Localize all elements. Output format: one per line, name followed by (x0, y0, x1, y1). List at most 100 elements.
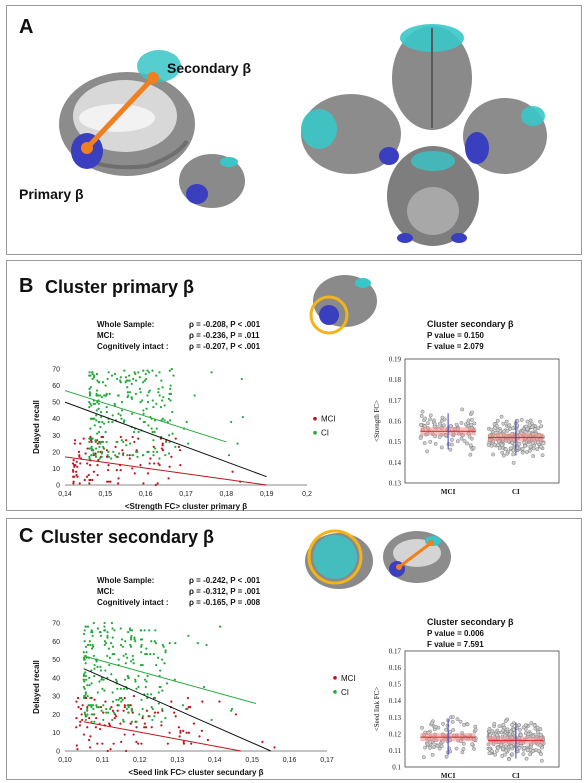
mci-point (185, 731, 188, 734)
ci-point (88, 440, 91, 444)
ci-point (88, 455, 91, 458)
ci-point (134, 379, 138, 382)
mci-point (75, 700, 78, 703)
ci-point (90, 445, 93, 448)
whole-fit-line (64, 401, 267, 478)
mci-point (76, 748, 79, 751)
ci-point (88, 392, 92, 395)
ci-point (120, 417, 123, 420)
ci-point (117, 704, 120, 707)
data-point (509, 744, 514, 749)
data-point (536, 426, 541, 431)
ci-point (108, 392, 111, 395)
ci-point (136, 455, 139, 458)
data-point (487, 751, 492, 756)
mci-point (234, 713, 238, 716)
ci-point (144, 685, 147, 689)
data-point (525, 419, 530, 424)
ci-point (147, 424, 150, 427)
ci-point (119, 381, 122, 384)
data-point (502, 752, 507, 757)
ci-point (119, 687, 122, 690)
data-point (496, 745, 501, 750)
ci-point (91, 449, 95, 452)
panel-c-box-stats: Cluster secondary β P value = 0.006 F va… (427, 617, 514, 650)
ci-point (230, 707, 234, 711)
ci-point (95, 389, 99, 392)
data-point (528, 448, 532, 453)
data-point (462, 722, 466, 727)
data-point (437, 746, 442, 751)
ci-point (130, 720, 134, 723)
ci-point (88, 437, 91, 440)
ci-point (107, 647, 111, 650)
data-point (442, 423, 446, 428)
mci-point (154, 483, 157, 487)
data-point (468, 443, 473, 448)
mci-point (89, 735, 92, 738)
mci-point (174, 715, 177, 718)
box-p: P value = 0.150 (427, 331, 485, 340)
mci-point (135, 740, 138, 743)
ci-point (101, 420, 104, 424)
ci-point (130, 707, 133, 711)
ci-point (164, 454, 167, 457)
data-point (470, 410, 474, 415)
ci-point (145, 407, 148, 410)
ci-point (85, 715, 88, 718)
data-point (493, 426, 498, 430)
ci-point (152, 454, 155, 457)
ci-point (142, 381, 145, 384)
ci-point (111, 645, 115, 648)
data-point (487, 726, 492, 731)
mci-point (178, 449, 182, 452)
ci-point (161, 386, 164, 389)
ci-point (126, 454, 129, 457)
data-point (517, 727, 522, 732)
ci-point (89, 402, 92, 405)
data-point (532, 723, 537, 728)
data-point (449, 442, 454, 447)
brain-top-view (392, 24, 472, 130)
data-point (523, 443, 527, 448)
mci-point (201, 700, 204, 703)
data-point (427, 740, 432, 745)
ci-point (161, 689, 164, 692)
ci-point (95, 660, 98, 663)
stats-row: MCI: ρ = -0.236, P = .011 (97, 331, 260, 340)
mci-point (77, 706, 80, 709)
ci-point (107, 450, 110, 453)
mci-point (85, 475, 89, 478)
ci-point (94, 454, 97, 457)
mci-point (76, 696, 80, 700)
ci-point (230, 709, 233, 712)
legend-label: MCI (341, 674, 356, 683)
ci-point (162, 396, 165, 399)
x-axis-label: <Strength FC> cluster primary β (125, 502, 247, 511)
ci-point (99, 669, 103, 672)
y-tick-label: 0.16 (389, 664, 402, 672)
mci-point (104, 700, 107, 703)
mci-point (190, 742, 193, 745)
y-tick-label: 0.15 (389, 681, 402, 689)
ci-point (134, 678, 137, 681)
ci-point (84, 671, 87, 674)
ci-point (157, 387, 160, 390)
ci-point (130, 634, 133, 637)
x-tick-label: 0,16 (283, 757, 297, 764)
mci-point (198, 735, 201, 738)
mci-point (124, 749, 128, 753)
ci-point (107, 371, 110, 374)
x-tick-label: 0,10 (58, 757, 72, 764)
mci-point (137, 742, 140, 745)
ci-point (82, 632, 86, 636)
data-point (541, 441, 546, 446)
y-tick-label: 0.13 (389, 480, 402, 488)
ci-point (140, 645, 143, 648)
mci-point (121, 449, 124, 452)
ci-point (85, 651, 88, 654)
mci-point (153, 711, 157, 714)
ci-point (113, 629, 116, 632)
data-point (517, 723, 521, 728)
mci-point (129, 722, 132, 725)
